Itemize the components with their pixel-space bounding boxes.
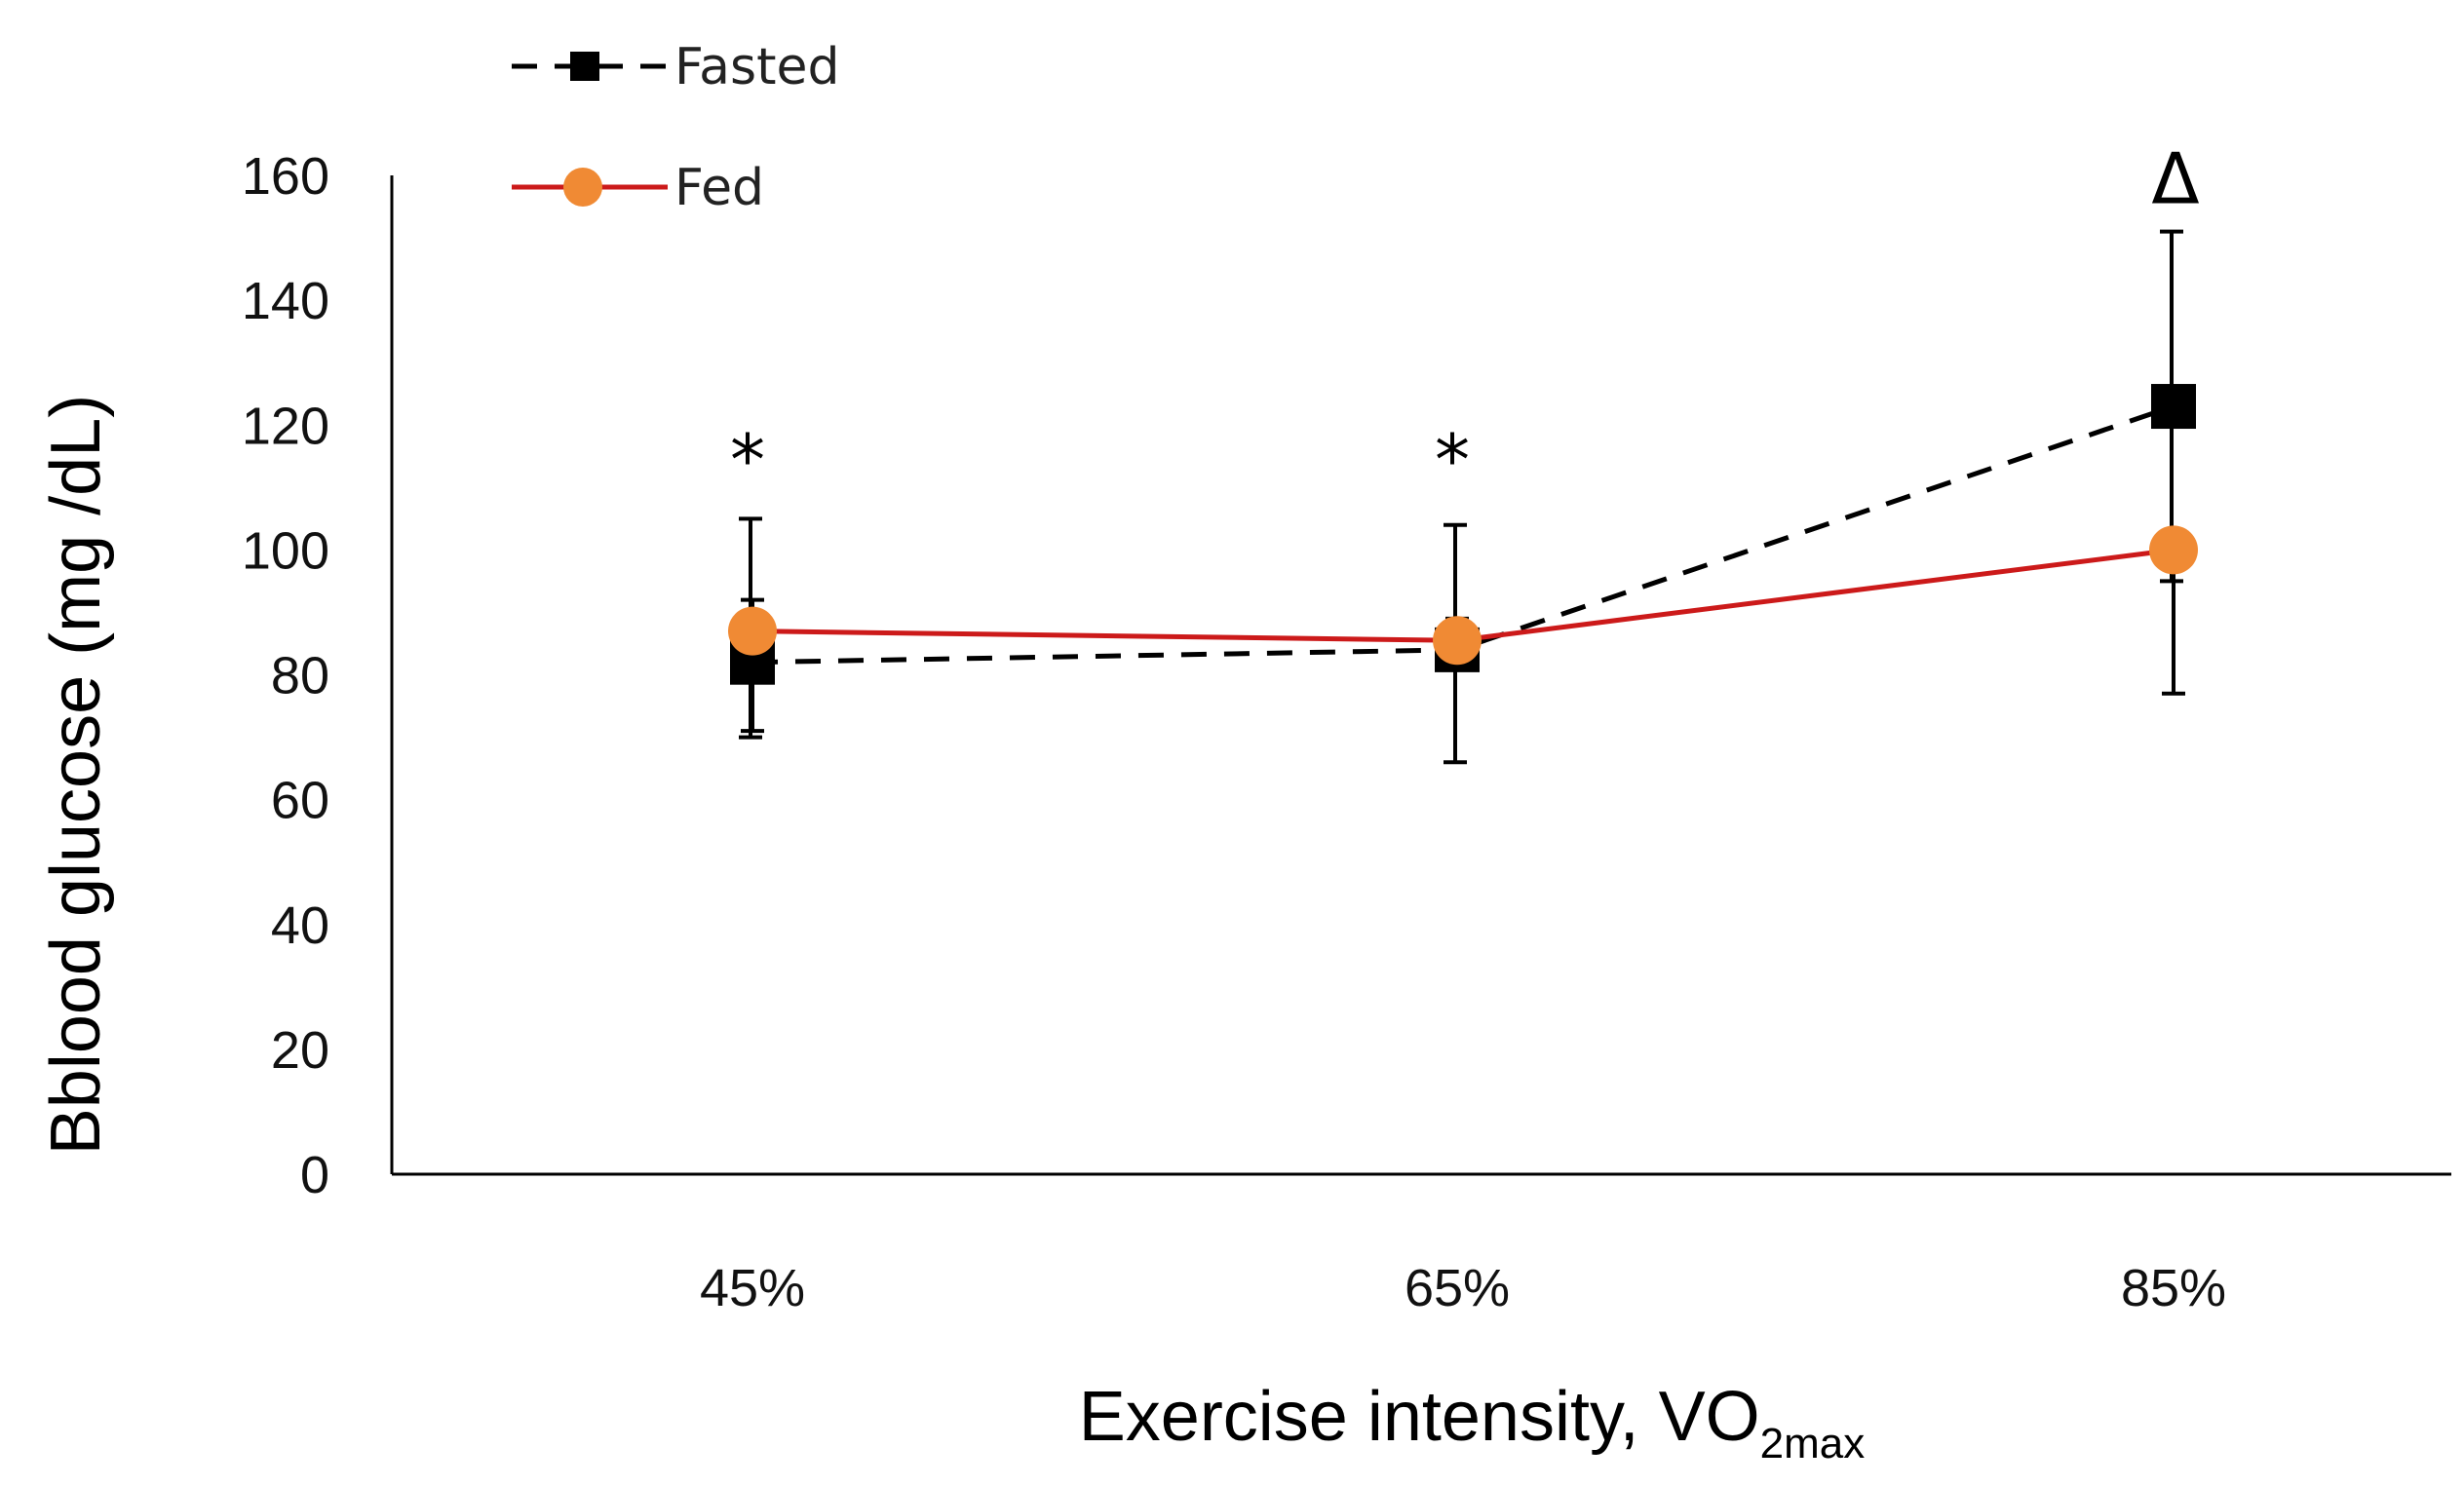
y-tick-label: 160: [242, 147, 329, 206]
y-tick-labels: 0 20 40 60 80 100 120 140 160: [242, 147, 329, 1204]
legend-fasted-label: Fasted: [674, 38, 839, 96]
y-tick-label: 0: [300, 1146, 329, 1204]
y-tick-label: 60: [271, 772, 329, 830]
x-axis-title-main: Exercise intensity, VO: [1079, 1378, 1760, 1456]
x-axis-title-subscript: 2max: [1760, 1420, 1866, 1467]
y-axis-title: Bblood glucose (mg /dL): [37, 395, 115, 1155]
annotations: * * Δ: [730, 137, 2200, 501]
data-point: [2151, 384, 2196, 430]
y-tick-label: 100: [242, 521, 329, 580]
y-tick-label: 40: [271, 896, 329, 955]
legend-fasted-marker: [570, 52, 599, 81]
legend-item-fasted: Fasted: [512, 38, 839, 96]
data-point: [728, 606, 777, 656]
legend: Fasted Fed: [512, 38, 839, 217]
y-tick-label: 20: [271, 1021, 329, 1080]
x-tick-labels: 45% 65% 85%: [700, 1259, 2226, 1317]
legend-fed-marker: [563, 168, 602, 207]
y-tick-label: 80: [271, 647, 329, 705]
annotation-asterisk: *: [1435, 419, 1470, 501]
legend-fed-label: Fed: [674, 159, 764, 217]
x-tick-label: 65%: [1405, 1259, 1510, 1317]
annotation-asterisk: *: [730, 419, 765, 501]
data-point: [2149, 525, 2198, 575]
series-fed: [728, 525, 2198, 734]
data-point: [1433, 616, 1482, 666]
y-tick-label: 120: [242, 397, 329, 455]
axes: [390, 175, 2451, 1176]
x-tick-label: 85%: [2121, 1259, 2226, 1317]
annotation-delta: Δ: [2151, 137, 2199, 219]
legend-item-fed: Fed: [512, 159, 764, 217]
x-tick-label: 45%: [700, 1259, 805, 1317]
x-axis-title: Exercise intensity, VO2max: [1079, 1378, 1866, 1467]
y-tick-label: 140: [242, 272, 329, 330]
